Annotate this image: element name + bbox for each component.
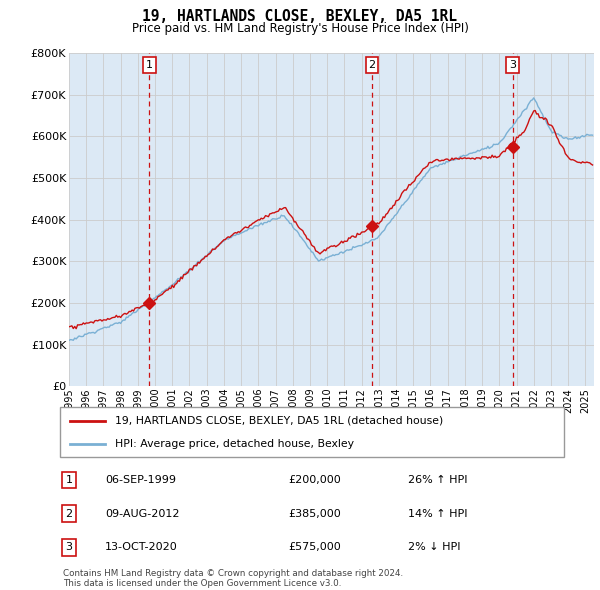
Text: This data is licensed under the Open Government Licence v3.0.: This data is licensed under the Open Gov…	[63, 579, 341, 588]
Text: 2: 2	[65, 509, 73, 519]
Text: Contains HM Land Registry data © Crown copyright and database right 2024.: Contains HM Land Registry data © Crown c…	[63, 569, 403, 578]
Text: 06-SEP-1999: 06-SEP-1999	[105, 475, 176, 485]
Text: 2: 2	[368, 60, 376, 70]
Text: Price paid vs. HM Land Registry's House Price Index (HPI): Price paid vs. HM Land Registry's House …	[131, 22, 469, 35]
Text: £385,000: £385,000	[288, 509, 341, 519]
Text: 09-AUG-2012: 09-AUG-2012	[105, 509, 179, 519]
Text: 26% ↑ HPI: 26% ↑ HPI	[408, 475, 467, 485]
Text: 1: 1	[65, 475, 73, 485]
Text: 3: 3	[509, 60, 516, 70]
Text: 19, HARTLANDS CLOSE, BEXLEY, DA5 1RL (detached house): 19, HARTLANDS CLOSE, BEXLEY, DA5 1RL (de…	[115, 415, 443, 425]
Text: HPI: Average price, detached house, Bexley: HPI: Average price, detached house, Bexl…	[115, 439, 355, 449]
Text: £200,000: £200,000	[288, 475, 341, 485]
Text: 3: 3	[65, 542, 73, 552]
Text: 2% ↓ HPI: 2% ↓ HPI	[408, 542, 461, 552]
Text: 13-OCT-2020: 13-OCT-2020	[105, 542, 178, 552]
Text: 14% ↑ HPI: 14% ↑ HPI	[408, 509, 467, 519]
Text: 1: 1	[146, 60, 153, 70]
Text: 19, HARTLANDS CLOSE, BEXLEY, DA5 1RL: 19, HARTLANDS CLOSE, BEXLEY, DA5 1RL	[143, 9, 458, 24]
Text: £575,000: £575,000	[288, 542, 341, 552]
